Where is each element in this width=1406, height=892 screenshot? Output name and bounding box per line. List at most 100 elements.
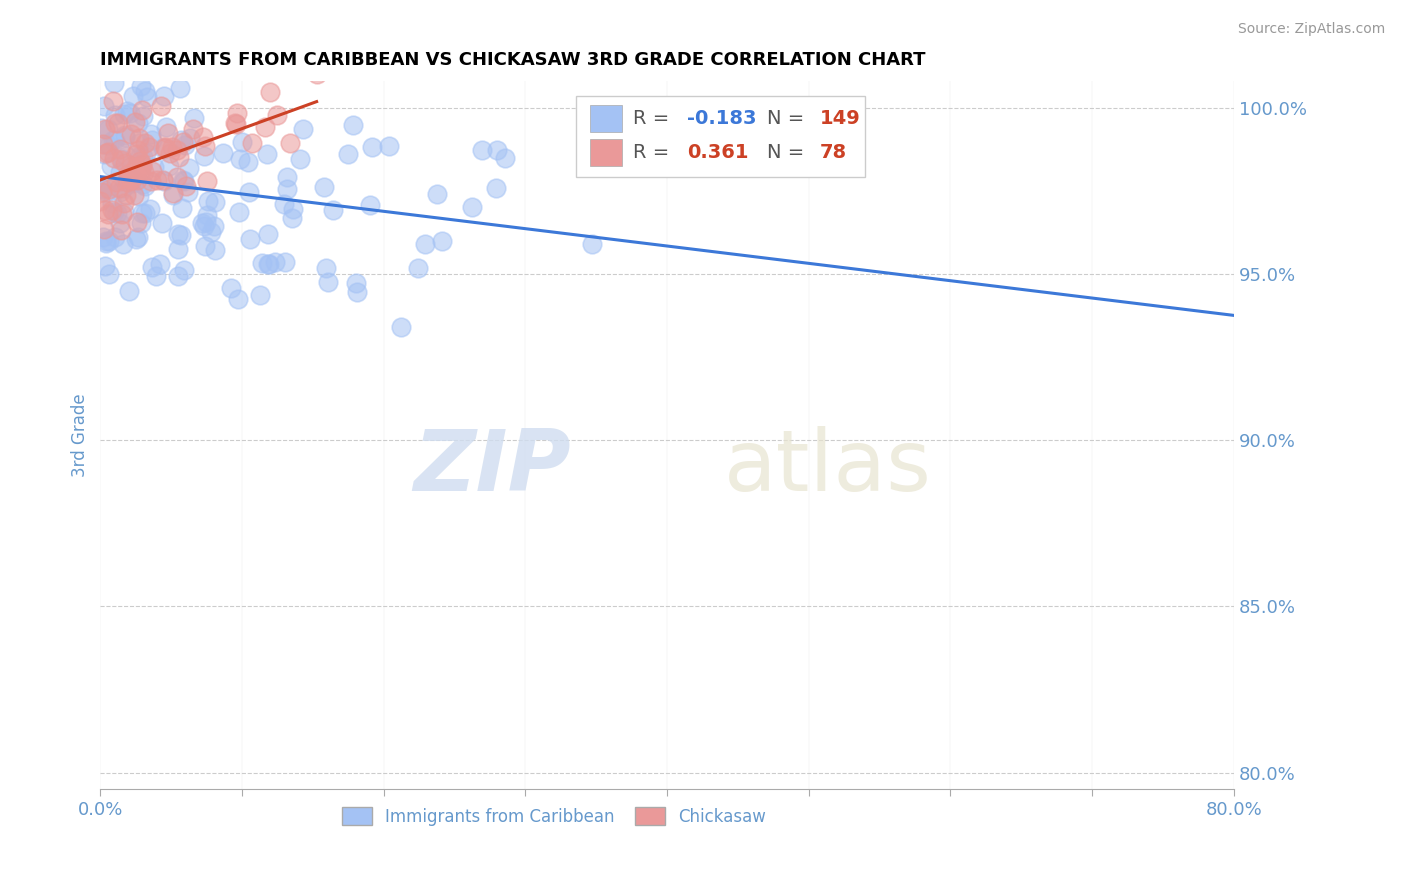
Point xyxy=(141,133,163,147)
Y-axis label: 3rd Grade: 3rd Grade xyxy=(72,393,89,477)
Point xyxy=(273,196,295,211)
Point xyxy=(145,269,167,284)
Point xyxy=(93,136,115,151)
Point xyxy=(162,140,184,154)
Text: R =: R = xyxy=(633,144,675,162)
Point xyxy=(173,137,195,152)
Point xyxy=(150,215,173,229)
Point xyxy=(97,178,120,193)
Point xyxy=(378,138,401,153)
Point xyxy=(204,243,226,257)
Point xyxy=(177,185,200,199)
Point xyxy=(166,242,188,256)
Point xyxy=(124,173,146,187)
Text: 78: 78 xyxy=(820,144,848,162)
Point xyxy=(174,178,197,193)
Point xyxy=(225,105,247,120)
Point xyxy=(430,234,453,248)
Point xyxy=(128,149,150,163)
Point xyxy=(127,173,149,187)
Text: R =: R = xyxy=(633,110,675,128)
Point xyxy=(118,105,141,120)
Point xyxy=(149,257,172,271)
Point xyxy=(118,177,141,191)
Point xyxy=(124,187,146,202)
Point xyxy=(170,228,193,243)
Point xyxy=(103,76,125,90)
Point xyxy=(114,156,136,170)
Point xyxy=(240,136,263,150)
Point xyxy=(115,187,138,202)
Point xyxy=(141,260,163,275)
Bar xyxy=(591,105,621,132)
Point xyxy=(107,180,129,194)
Point xyxy=(112,107,135,121)
Point xyxy=(128,164,150,178)
Point xyxy=(108,186,131,200)
Point xyxy=(94,235,117,249)
Point xyxy=(134,84,156,98)
Point xyxy=(278,136,301,151)
Point xyxy=(114,128,136,142)
Point xyxy=(104,108,127,122)
Point xyxy=(225,117,247,131)
Point xyxy=(111,207,134,221)
Text: N =: N = xyxy=(766,110,810,128)
Point xyxy=(104,116,127,130)
Point xyxy=(259,257,281,271)
Point xyxy=(166,170,188,185)
Point xyxy=(252,256,274,270)
Point xyxy=(90,121,112,136)
Point xyxy=(128,131,150,145)
Point xyxy=(128,136,150,150)
Point xyxy=(110,153,132,167)
Point xyxy=(141,174,163,188)
Point xyxy=(104,175,127,189)
Point xyxy=(263,255,285,269)
Point xyxy=(131,216,153,230)
Point xyxy=(103,133,125,147)
Point xyxy=(110,217,132,231)
Point xyxy=(146,173,169,187)
Point xyxy=(471,143,494,157)
Point xyxy=(135,145,157,160)
Point xyxy=(172,201,194,215)
Point xyxy=(124,114,146,128)
Point xyxy=(120,172,142,186)
Point xyxy=(238,185,260,199)
Point xyxy=(305,67,328,81)
Point xyxy=(97,122,120,136)
Point xyxy=(131,159,153,173)
Point xyxy=(117,103,139,118)
Point xyxy=(110,223,132,237)
Point xyxy=(231,135,253,149)
Point xyxy=(494,151,516,165)
Point xyxy=(172,173,194,187)
Point xyxy=(150,99,173,113)
Point xyxy=(90,186,112,200)
Point xyxy=(112,205,135,219)
Point xyxy=(581,236,603,251)
Text: -0.183: -0.183 xyxy=(688,110,756,128)
Point xyxy=(107,24,129,38)
Point xyxy=(256,227,278,241)
Point xyxy=(103,94,125,108)
Point xyxy=(105,206,128,220)
Point xyxy=(283,202,305,217)
Text: N =: N = xyxy=(766,144,810,162)
Point xyxy=(162,187,184,202)
Point xyxy=(389,319,412,334)
Point xyxy=(112,181,135,195)
Point xyxy=(115,171,138,186)
Point xyxy=(159,145,181,160)
Text: ZIP: ZIP xyxy=(413,425,571,508)
Point xyxy=(212,146,235,161)
Point xyxy=(108,165,131,179)
Point xyxy=(125,232,148,246)
Point xyxy=(132,47,155,62)
Point xyxy=(276,170,298,185)
Point xyxy=(142,161,165,175)
Point xyxy=(486,144,509,158)
Point xyxy=(408,260,430,275)
Point xyxy=(413,236,436,251)
